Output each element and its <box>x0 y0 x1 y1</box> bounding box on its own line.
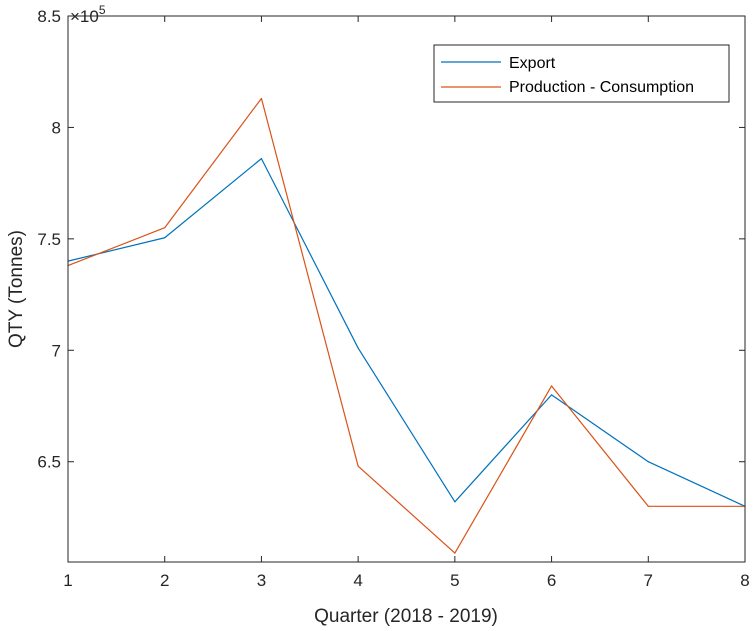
data-point-export <box>454 501 456 503</box>
x-tick-label: 6 <box>547 571 556 590</box>
y-axis-exponent: ×105 <box>70 3 106 26</box>
y-tick-label: 6.5 <box>37 453 61 472</box>
x-tick-label: 7 <box>644 571 653 590</box>
x-tick-label: 4 <box>353 571 362 590</box>
data-point-production-consumption <box>164 227 166 229</box>
x-axis-ticks: 1 2 3 4 5 6 7 8 <box>63 16 750 590</box>
data-point-export <box>260 158 263 160</box>
x-tick-label: 8 <box>740 571 749 590</box>
series-line-production-consumption <box>67 97 745 554</box>
x-tick-label: 5 <box>450 571 459 590</box>
y-axis-exponent-base: ×10 <box>70 7 99 26</box>
legend-label-production-consumption: Production - Consumption <box>509 79 694 96</box>
y-tick-label: 8 <box>52 118 61 137</box>
data-point-export <box>357 347 359 349</box>
y-tick-label: 7 <box>52 341 61 360</box>
x-axis-title: Quarter (2018 - 2019) <box>314 606 498 627</box>
legend-box <box>433 44 730 103</box>
data-point-production-consumption <box>647 505 649 507</box>
data-point-export <box>647 461 649 463</box>
data-point-production-consumption <box>260 97 263 100</box>
legend: Export Production - Consumption <box>433 44 730 103</box>
data-point-production-consumption <box>357 465 359 467</box>
plot-area-background <box>68 16 745 562</box>
x-tick-label: 3 <box>257 571 266 590</box>
series-line-export <box>67 158 746 507</box>
x-tick-label: 1 <box>63 571 72 590</box>
y-tick-label: 7.5 <box>37 230 61 249</box>
data-point-export <box>550 394 553 396</box>
y-tick-label: 8.5 <box>37 7 61 26</box>
series-layer <box>67 97 746 554</box>
legend-label-export: Export <box>509 55 556 72</box>
y-axis-exponent-power: 5 <box>99 3 106 17</box>
y-axis-title: QTY (Tonnes) <box>6 230 27 348</box>
y-axis-ticks: 6.5 7 7.5 8 8.5 <box>37 7 745 472</box>
data-point-production-consumption <box>454 552 456 554</box>
x-tick-label: 2 <box>160 571 169 590</box>
plot-area-border <box>67 15 746 563</box>
data-point-production-consumption <box>550 385 553 387</box>
data-point-export <box>164 237 166 239</box>
